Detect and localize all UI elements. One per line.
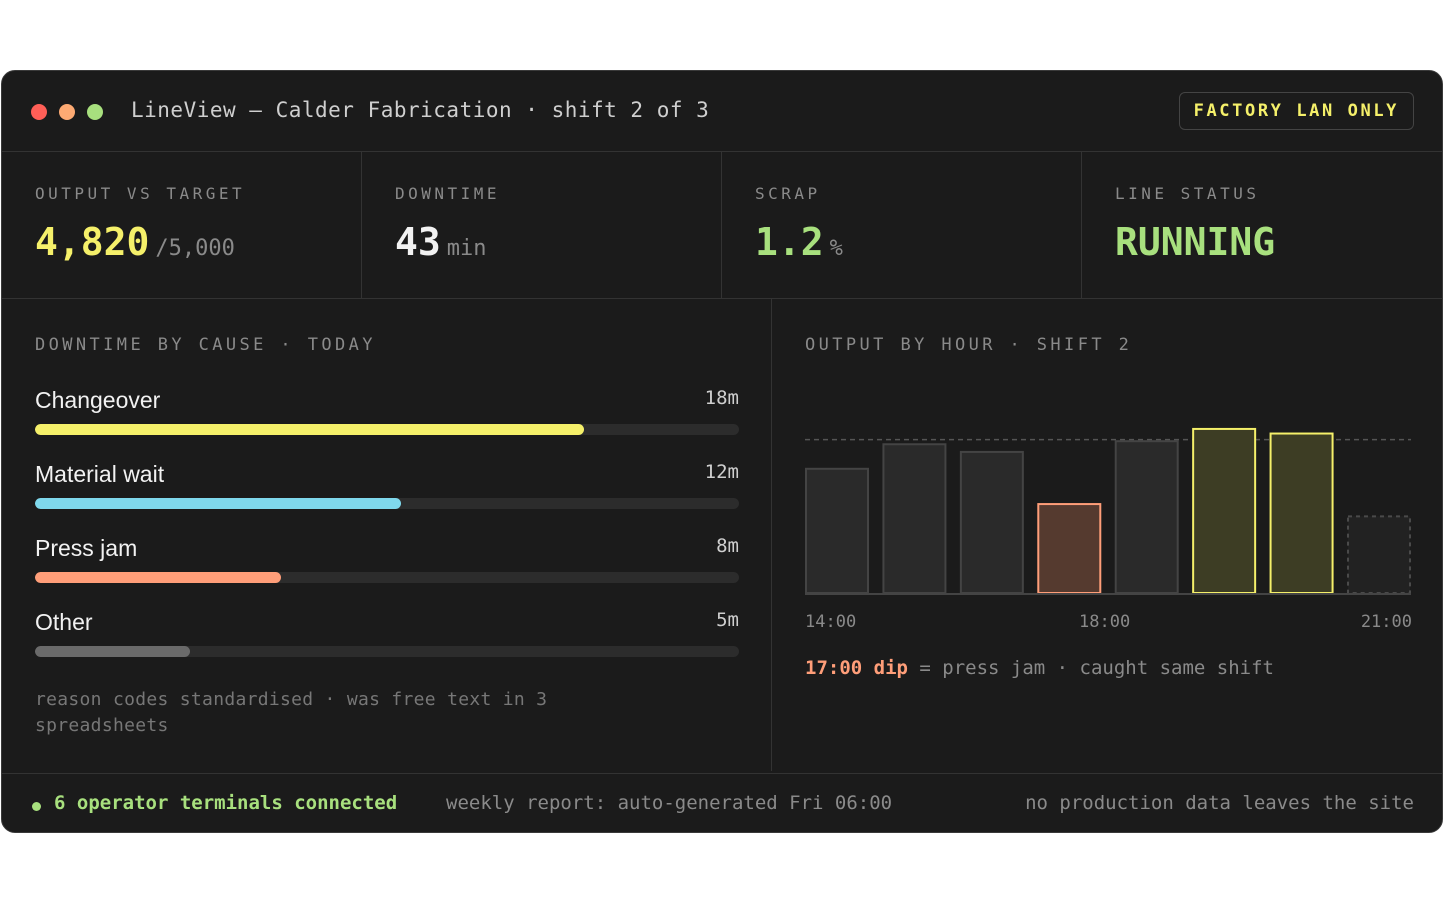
- output-panel: OUTPUT BY HOUR · SHIFT 2 14:00 18:00 21:…: [772, 299, 1442, 771]
- kpi-value-wrap: RUNNING: [1115, 220, 1275, 264]
- cause-bar-track: [35, 498, 739, 509]
- kpi-value: 4,820: [35, 220, 150, 264]
- terminals-status: 6 operator terminals connected: [54, 792, 398, 814]
- cause-label: Other: [35, 609, 93, 635]
- cause-bar-fill: [35, 646, 190, 657]
- x-tick-label: 14:00: [805, 612, 857, 632]
- output-bar-1600[interactable]: [959, 450, 1024, 594]
- output-chart-svg: [805, 427, 1411, 595]
- reason-codes-note: reason codes standardised · was free tex…: [35, 689, 548, 736]
- close-window-button[interactable]: [31, 104, 47, 120]
- kpi-value-wrap: 43 min: [395, 220, 487, 264]
- output-bar-1500[interactable]: [882, 443, 947, 595]
- window-title: LineView — Calder Fabrication · shift 2 …: [131, 98, 710, 122]
- downtime-panel: DOWNTIME BY CAUSE · TODAY Changeover 18m…: [2, 299, 772, 771]
- kpi-value-wrap: 4,820/5,000: [35, 220, 235, 264]
- cause-label: Press jam: [35, 535, 138, 561]
- factory-lan-badge: FACTORY LAN ONLY: [1178, 92, 1414, 130]
- output-by-hour-chart: [805, 409, 1411, 601]
- output-bar-2100[interactable]: [1347, 515, 1411, 594]
- downtime-row-material-wait[interactable]: Material wait 12m: [35, 461, 739, 525]
- cause-bar-fill: [35, 498, 402, 509]
- output-bar-1400[interactable]: [805, 467, 869, 594]
- kpi-value-wrap: 1.2%: [755, 220, 843, 264]
- cause-bar-fill: [35, 424, 585, 435]
- kpi-unit: min: [446, 236, 487, 261]
- output-bar-1800[interactable]: [1114, 440, 1179, 595]
- chart-annotation-accent: 17:00 dip: [805, 657, 908, 679]
- cause-bar-fill: [35, 572, 282, 583]
- downtime-panel-title: DOWNTIME BY CAUSE · TODAY: [35, 335, 376, 355]
- kpi-unit: /5,000: [155, 236, 235, 261]
- minimize-window-button[interactable]: [59, 104, 75, 120]
- connected-status-dot: [32, 802, 41, 811]
- kpi-label: SCRAP: [755, 184, 821, 203]
- kpi-label: OUTPUT VS TARGET: [35, 184, 246, 203]
- x-tick-label: 21:00: [1360, 612, 1412, 632]
- weekly-report-text: weekly report: auto-generated Fri 06:00: [446, 792, 893, 814]
- downtime-row-press-jam[interactable]: Press jam 8m: [35, 535, 739, 599]
- kpi-downtime: DOWNTIME 43 min: [362, 152, 722, 298]
- cause-label: Material wait: [35, 461, 165, 487]
- line-status-value: RUNNING: [1115, 220, 1276, 264]
- kpi-value: 1.2: [755, 220, 824, 264]
- kpi-line-status: LINE STATUS RUNNING: [1082, 152, 1441, 298]
- cause-value: 12m: [704, 461, 739, 483]
- kpi-unit: %: [829, 236, 843, 261]
- lineview-window: LineView — Calder Fabrication · shift 2 …: [1, 70, 1443, 833]
- downtime-row-changeover[interactable]: Changeover 18m: [35, 387, 739, 451]
- kpi-value: 43: [395, 220, 441, 264]
- chart-annotation: 17:00 dip = press jam · caught same shif…: [805, 657, 1274, 679]
- cause-label: Changeover: [35, 387, 161, 413]
- output-bar-1900[interactable]: [1192, 427, 1257, 594]
- kpi-label: LINE STATUS: [1115, 184, 1260, 203]
- cause-value: 8m: [716, 535, 739, 557]
- title-bar: LineView — Calder Fabrication · shift 2 …: [2, 71, 1442, 152]
- cause-bar-track: [35, 424, 739, 435]
- kpi-strip: OUTPUT VS TARGET 4,820/5,000 DOWNTIME 43…: [2, 152, 1442, 299]
- data-privacy-text: no production data leaves the site: [1025, 792, 1414, 814]
- output-bar-2000[interactable]: [1269, 432, 1334, 594]
- cause-bar-track: [35, 646, 739, 657]
- cause-value: 5m: [716, 609, 739, 631]
- kpi-scrap: SCRAP 1.2%: [722, 152, 1082, 298]
- downtime-row-other[interactable]: Other 5m: [35, 609, 739, 673]
- x-tick-label: 18:00: [1079, 612, 1131, 632]
- cause-bar-track: [35, 572, 739, 583]
- output-bar-1700[interactable]: [1037, 503, 1102, 594]
- kpi-label: DOWNTIME: [395, 184, 501, 203]
- cause-value: 18m: [704, 387, 739, 409]
- chart-annotation-text: = press jam · caught same shift: [907, 657, 1274, 679]
- maximize-window-button[interactable]: [87, 104, 103, 120]
- status-footer: 6 operator terminals connected weekly re…: [2, 773, 1442, 832]
- output-panel-title: OUTPUT BY HOUR · SHIFT 2: [805, 335, 1133, 355]
- kpi-output-vs-target: OUTPUT VS TARGET 4,820/5,000: [2, 152, 362, 298]
